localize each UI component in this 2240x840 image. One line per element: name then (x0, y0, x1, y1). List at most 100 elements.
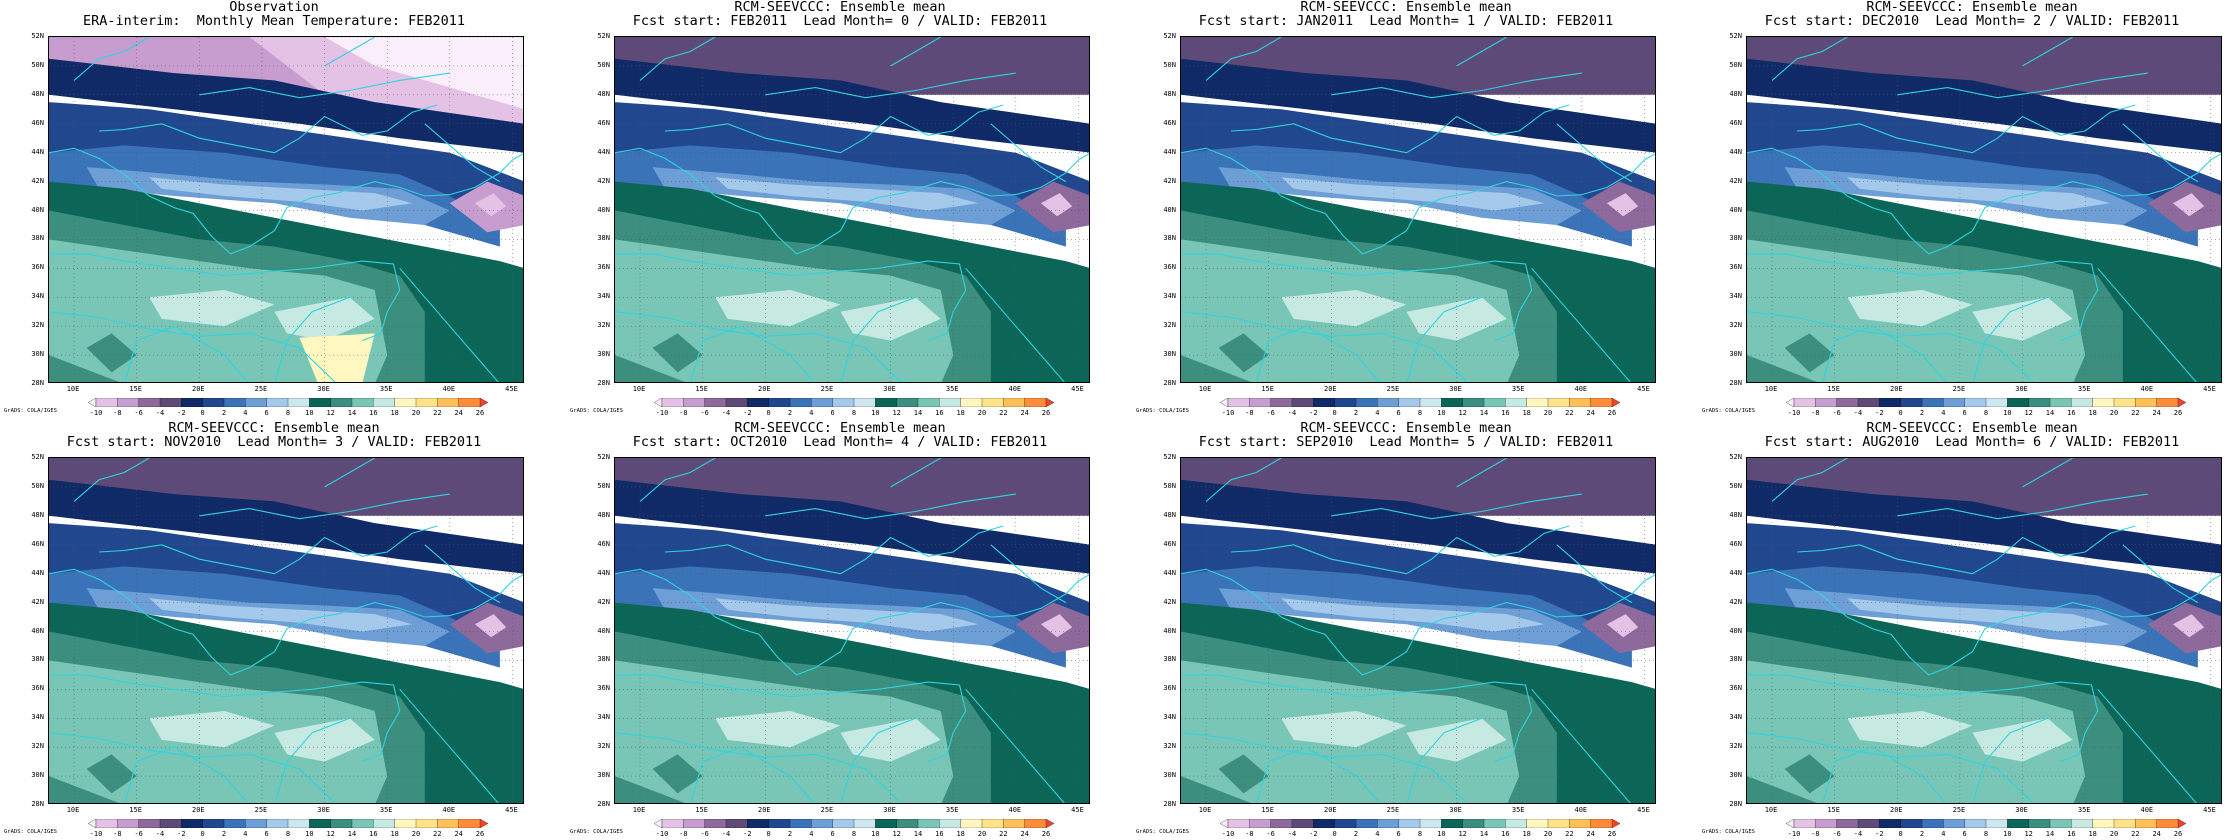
colorbar-swatch (1227, 398, 1250, 407)
colorbar-label: 24 (1020, 830, 1029, 838)
contour-band (715, 290, 841, 327)
colorbar-swatch (1964, 819, 1987, 828)
colorbar-label: 2 (221, 409, 227, 417)
lon-tick-label: 15E (1827, 385, 1840, 393)
colorbar-label: 10 (871, 830, 880, 838)
lat-tick-label: 44N (31, 568, 44, 577)
lon-tick-label: 30E (2015, 385, 2028, 393)
coastline (1531, 267, 1631, 382)
colorbar-label: 22 (2131, 409, 2140, 417)
lat-tick-label: 34N (1729, 713, 1742, 722)
colorbar-swatch (2071, 398, 2094, 407)
lat-tick-label: 42N (597, 597, 610, 606)
colorbar-label: 12 (1458, 830, 1467, 838)
colorbar-label: 0 (766, 830, 771, 838)
coastline (765, 493, 1016, 520)
colorbar-label: 12 (1458, 409, 1467, 417)
lat-tick-label: 50N (1729, 481, 1742, 490)
colorbar-swatch (832, 819, 855, 828)
coastline (199, 493, 450, 520)
colorbar-swatch (939, 819, 962, 828)
contour-band (1606, 193, 1639, 217)
colorbar-swatch (960, 398, 983, 407)
coastline (1747, 674, 2099, 763)
colorbar-label: 12 (2024, 830, 2033, 838)
colorbar (1220, 819, 1620, 828)
colorbar-swatch (1547, 398, 1570, 407)
map-svg (615, 458, 1089, 803)
lon-tick-label: 10E (1764, 806, 1778, 814)
colorbar-swatch (1024, 398, 1047, 407)
lon-tick-label: 45E (1071, 385, 1084, 393)
lon-tick-label: 45E (1637, 806, 1650, 814)
colorbar-label: 4 (1941, 830, 1946, 838)
contour-band (1847, 711, 1973, 748)
coastline (1797, 525, 2136, 575)
colorbar-label: 12 (2024, 409, 2033, 417)
colorbar-swatch (1879, 398, 1902, 407)
colorbar-swatch (981, 398, 1004, 407)
lat-tick-label: 52N (31, 453, 44, 461)
colorbar-label: 0 (1898, 830, 1903, 838)
colorbar-swatch (1355, 819, 1378, 828)
colorbar-label: -4 (1287, 409, 1297, 417)
colorbar-label: 20 (1543, 409, 1553, 417)
contour-band (1606, 614, 1639, 638)
lat-tick-label: 48N (31, 510, 44, 519)
contour-band (324, 37, 523, 109)
colorbar-swatch (138, 398, 161, 407)
lat-tick-label: 46N (31, 118, 44, 127)
lat-tick-label: 32N (1729, 742, 1742, 751)
panel-title: RCM-SEEVCCC: Ensemble mean (1300, 420, 1512, 436)
lat-tick-label: 40N (597, 626, 610, 635)
lat-tick-label: 30N (1163, 771, 1176, 780)
contour-band (615, 479, 1089, 574)
lon-tick-label: 35E (945, 385, 959, 393)
coastline (424, 123, 501, 183)
colorbar-label: 18 (390, 830, 399, 838)
coastline (1822, 325, 1947, 382)
coastline (1531, 688, 1631, 803)
colorbar-swatch (2156, 819, 2179, 828)
colorbar-swatch (768, 819, 791, 828)
lat-tick-label: 36N (1163, 684, 1176, 693)
panel-subtitle: Fcst start: NOV2010 Lead Month= 3 / VALI… (66, 434, 482, 450)
lat-tick-label: 32N (31, 742, 44, 751)
coastline (690, 746, 815, 803)
colorbar-label: 26 (1607, 409, 1617, 417)
coastline (639, 37, 716, 81)
colorbar-label: 6 (1396, 830, 1401, 838)
colorbar-swatch (917, 819, 940, 828)
colorbar-label: 6 (264, 830, 269, 838)
coastline (424, 544, 501, 604)
colorbar-swatch (1786, 819, 1795, 828)
coastline (765, 72, 1016, 99)
coastline (1181, 147, 1655, 255)
colorbar-swatch (1334, 819, 1357, 828)
colorbar-label: 16 (935, 830, 944, 838)
colorbar-swatch (1611, 398, 1620, 407)
colorbar-swatch (1024, 819, 1047, 828)
colorbar-label: 24 (454, 409, 463, 417)
coastline (199, 72, 450, 99)
grads-credit: GrADS: COLA/IGES (1702, 829, 1755, 835)
lat-tick-label: 34N (31, 292, 44, 301)
colorbar-label: 18 (2088, 830, 2097, 838)
colorbar-label: -8 (113, 830, 122, 838)
lat-tick-label: 34N (597, 292, 610, 301)
coastline (1972, 717, 2048, 803)
colorbar-swatch (1398, 398, 1421, 407)
lat-tick-label: 32N (1163, 321, 1176, 330)
colorbar-label: 10 (1437, 409, 1446, 417)
contour-band (1747, 58, 2221, 153)
colorbar-swatch (747, 819, 770, 828)
lat-tick-label: 40N (1729, 205, 1742, 214)
lat-tick-label: 34N (31, 713, 44, 722)
contour-band (1784, 754, 1835, 794)
lat-tick-label: 46N (31, 539, 44, 548)
lon-tick-label: 40E (1574, 385, 1588, 393)
coastline (1556, 123, 1633, 183)
coastline (1797, 104, 2136, 154)
coastline (1256, 325, 1381, 382)
colorbar-swatch (181, 398, 204, 407)
